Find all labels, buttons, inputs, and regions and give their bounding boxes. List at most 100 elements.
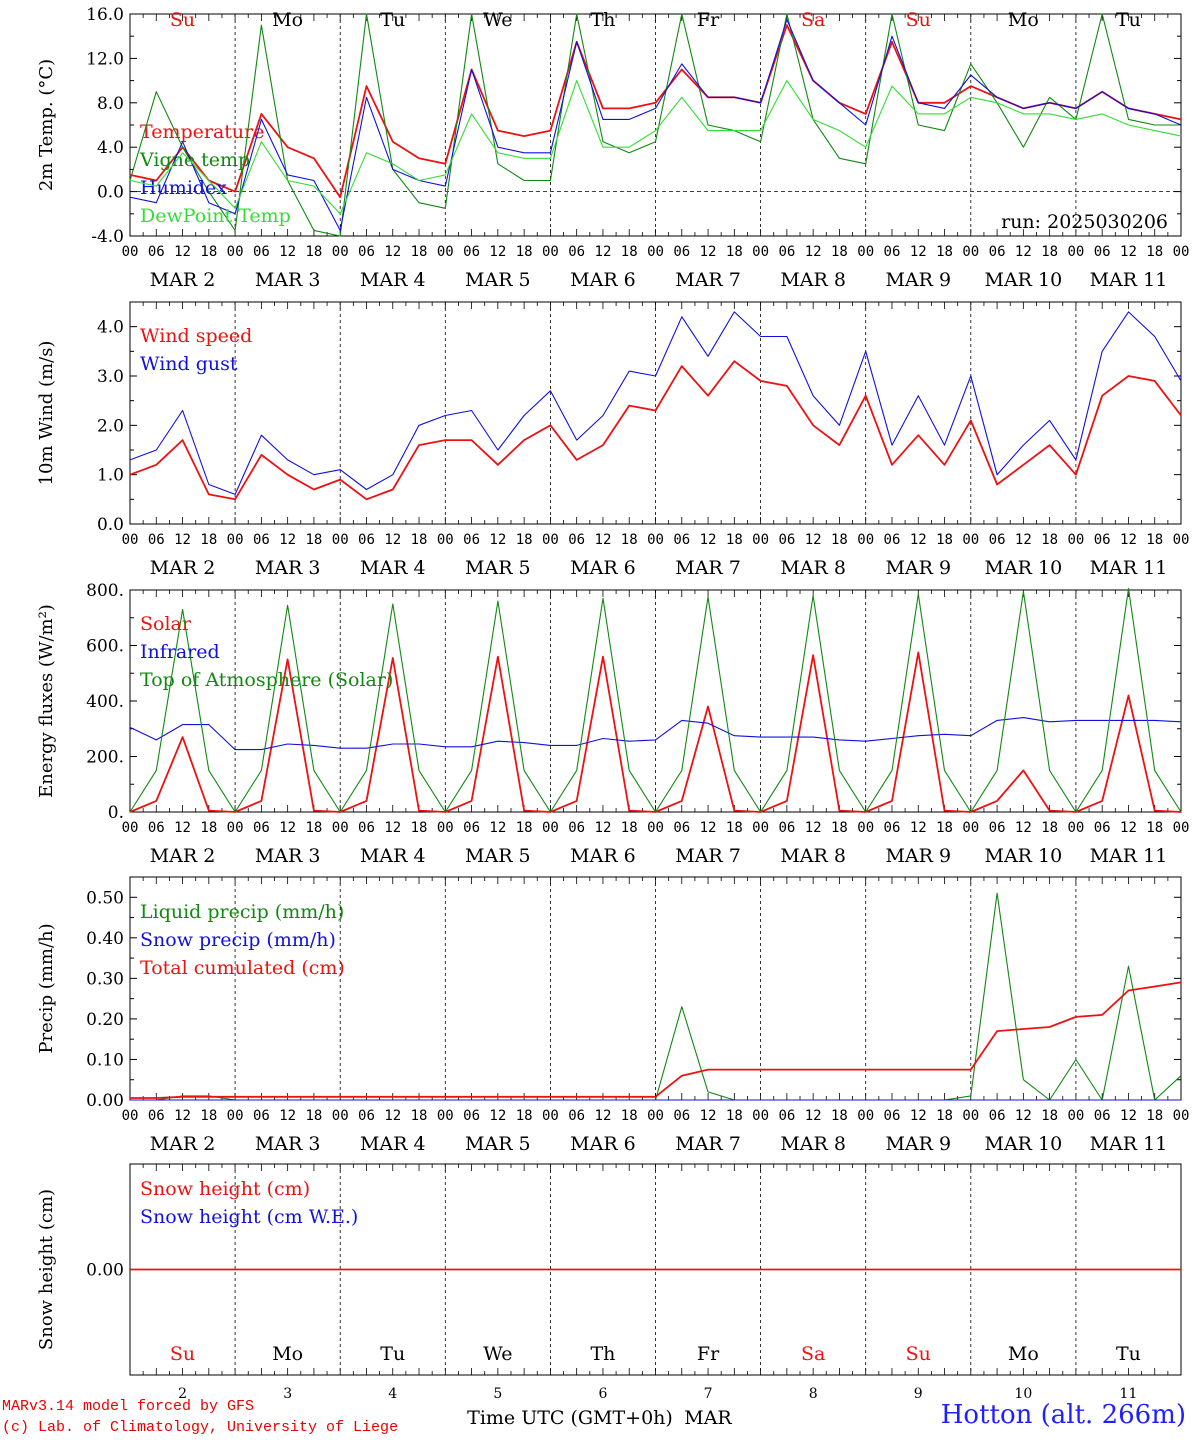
weekday-label: Th [590, 1343, 615, 1365]
hour-tick-label: 06 [358, 820, 375, 836]
date-label: MAR 10 [984, 269, 1062, 291]
series-line [129, 19, 1182, 231]
hour-tick-label: 06 [358, 244, 375, 260]
hour-tick-label: 18 [621, 244, 638, 260]
hour-tick-label: 12 [595, 532, 612, 548]
hour-tick-label: 12 [1015, 244, 1032, 260]
date-label: MAR 6 [570, 269, 636, 291]
hour-tick-label: 06 [253, 1108, 270, 1124]
day-number-label: 2 [178, 1386, 187, 1402]
y-tick-label: 1.0 [97, 466, 124, 486]
hour-tick-label: 12 [384, 820, 401, 836]
hour-tick-label: 00 [647, 820, 664, 836]
legend-entry: Temperature [140, 121, 264, 143]
date-label: MAR 7 [675, 269, 741, 291]
hour-tick-label: 00 [122, 820, 139, 836]
date-label: MAR 6 [570, 557, 636, 579]
hour-tick-label: 12 [174, 820, 191, 836]
hour-tick-label: 06 [989, 532, 1006, 548]
hour-tick-label: 18 [1041, 532, 1058, 548]
series-line [129, 717, 1182, 751]
weekday-label: Mo [272, 1343, 303, 1365]
hour-tick-label: 06 [673, 532, 690, 548]
hour-tick-label: 18 [1146, 532, 1163, 548]
y-tick-label: 0.10 [86, 1050, 124, 1070]
hour-tick-label: 12 [489, 1108, 506, 1124]
legend-entry: Top of Atmosphere (Solar) [140, 669, 393, 691]
date-label: MAR 2 [150, 1133, 216, 1155]
legend-entry: Wind gust [140, 353, 238, 375]
hour-tick-label: 06 [253, 820, 270, 836]
weekday-label: Th [590, 9, 615, 31]
date-label: MAR 11 [1090, 269, 1168, 291]
legend-entry: Snow height (cm) [140, 1178, 310, 1200]
model-credit: MARv3.14 model forced by GFS [2, 1398, 255, 1415]
y-tick-label: 4.0 [97, 138, 124, 158]
hour-tick-label: 18 [936, 820, 953, 836]
hour-tick-label: 06 [1094, 532, 1111, 548]
hour-tick-label: 18 [305, 820, 322, 836]
date-label: MAR 8 [780, 1133, 846, 1155]
hour-tick-label: 18 [621, 1108, 638, 1124]
y-tick-label: 0.00 [86, 1261, 124, 1281]
hour-tick-label: 12 [700, 1108, 717, 1124]
date-label: MAR 11 [1090, 1133, 1168, 1155]
hour-tick-label: 00 [1173, 820, 1190, 836]
hour-tick-label: 18 [305, 532, 322, 548]
date-label: MAR 10 [984, 845, 1062, 867]
hour-tick-label: 00 [962, 244, 979, 260]
hour-tick-label: 12 [174, 244, 191, 260]
hour-tick-label: 00 [542, 820, 559, 836]
hour-tick-label: 06 [358, 1108, 375, 1124]
hour-tick-label: 00 [227, 1108, 244, 1124]
hour-tick-label: 18 [726, 244, 743, 260]
hour-tick-label: 00 [962, 532, 979, 548]
weekday-label: Su [906, 1343, 931, 1365]
hour-tick-label: 18 [305, 1108, 322, 1124]
hour-tick-label: 18 [936, 244, 953, 260]
hour-tick-label: 12 [805, 244, 822, 260]
hour-tick-label: 06 [463, 532, 480, 548]
hour-tick-label: 00 [1173, 244, 1190, 260]
hour-tick-label: 00 [332, 820, 349, 836]
hour-tick-label: 00 [1067, 532, 1084, 548]
lab-credit: (c) Lab. of Climatology, University of L… [2, 1419, 399, 1436]
date-label: MAR 9 [885, 269, 951, 291]
legend-entry: Infrared [140, 641, 220, 663]
y-tick-label: 0.20 [86, 1010, 124, 1030]
series-line [129, 13, 1181, 237]
hour-tick-label: 12 [279, 532, 296, 548]
date-label: MAR 8 [780, 557, 846, 579]
hour-tick-label: 00 [437, 532, 454, 548]
legend-entry: Vigne temp [139, 149, 250, 171]
hour-tick-label: 18 [516, 532, 533, 548]
hour-tick-label: 00 [752, 244, 769, 260]
hour-tick-label: 00 [857, 820, 874, 836]
y-tick-label: 3.0 [97, 367, 124, 387]
hour-tick-label: 18 [726, 1108, 743, 1124]
hour-tick-label: 00 [332, 244, 349, 260]
hour-tick-label: 18 [831, 532, 848, 548]
hour-tick-label: 06 [1094, 244, 1111, 260]
hour-tick-label: 06 [778, 244, 795, 260]
weekday-label: Mo [1008, 9, 1039, 31]
hour-tick-label: 12 [1120, 820, 1137, 836]
hour-tick-label: 12 [805, 820, 822, 836]
hour-tick-label: 00 [542, 244, 559, 260]
hour-tick-label: 12 [384, 1108, 401, 1124]
series-line [129, 311, 1182, 495]
hour-tick-label: 06 [884, 532, 901, 548]
y-axis-label: Precip (mm/h) [36, 923, 57, 1053]
hour-tick-label: 06 [253, 532, 270, 548]
date-label: MAR 4 [360, 557, 426, 579]
hour-tick-label: 00 [332, 532, 349, 548]
hour-tick-label: 06 [989, 820, 1006, 836]
weekday-label: Mo [272, 9, 303, 31]
hour-tick-label: 12 [1015, 1108, 1032, 1124]
hour-tick-label: 00 [332, 1108, 349, 1124]
y-axis-label: 10m Wind (m/s) [36, 341, 57, 486]
hour-tick-label: 18 [516, 820, 533, 836]
hour-tick-label: 00 [647, 1108, 664, 1124]
date-label: MAR 6 [570, 845, 636, 867]
hour-tick-label: 18 [831, 244, 848, 260]
